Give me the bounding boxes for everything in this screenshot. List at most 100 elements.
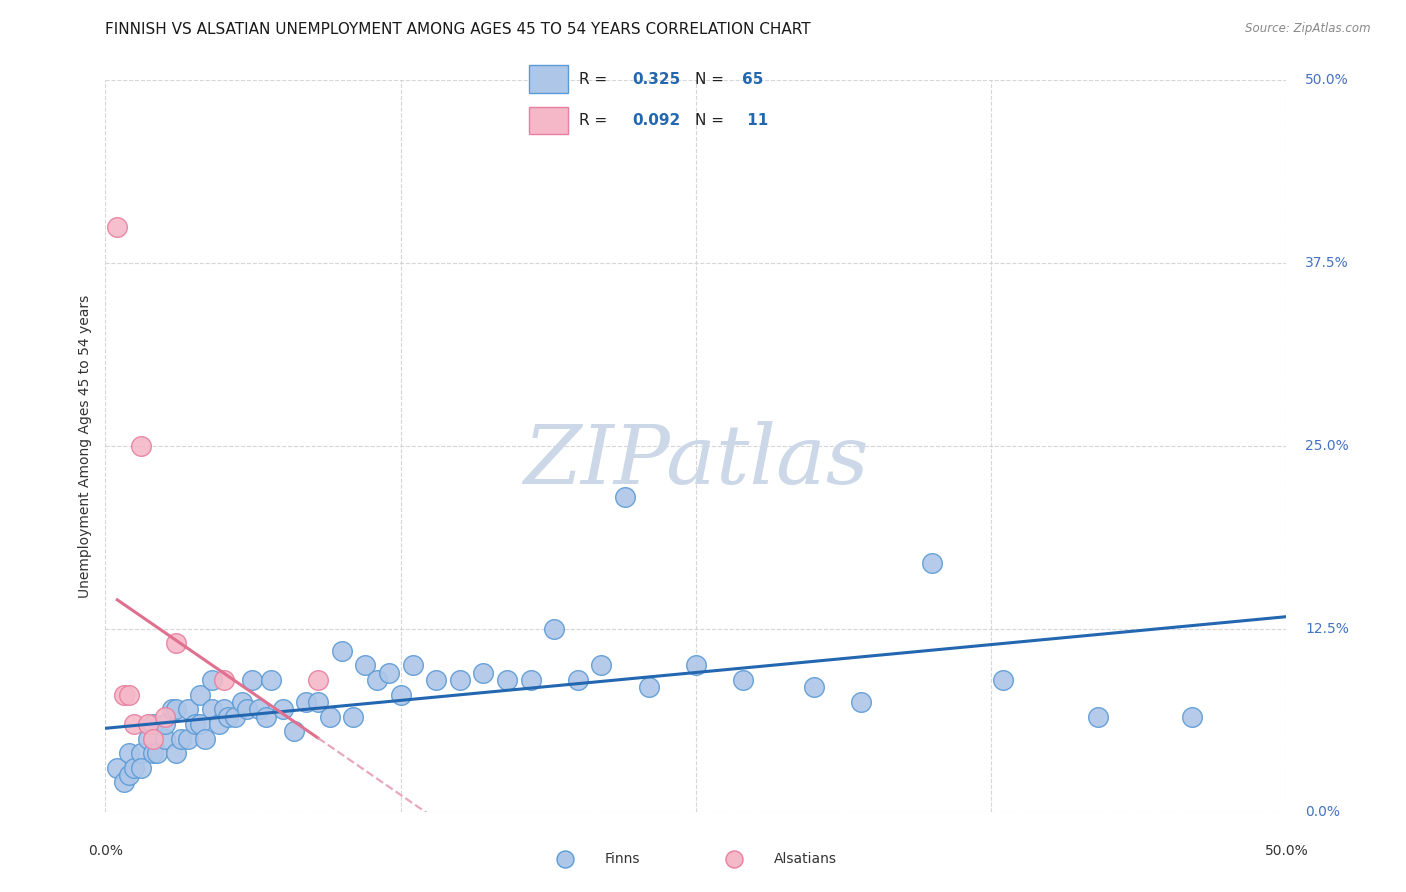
Point [118, 746, 141, 760]
Point [118, 768, 141, 782]
Point [803, 681, 825, 695]
Text: 12.5%: 12.5% [1305, 622, 1350, 636]
Point [142, 731, 165, 746]
Point [142, 717, 165, 731]
Point [165, 746, 187, 760]
Point [153, 731, 176, 746]
Point [425, 673, 447, 687]
Point [122, 761, 145, 775]
Point [142, 746, 165, 760]
Point [295, 695, 318, 709]
Text: ZIPatlas: ZIPatlas [523, 421, 869, 500]
Point [118, 688, 141, 702]
Point [271, 702, 294, 716]
Point [188, 717, 211, 731]
Point [136, 717, 159, 731]
Point [208, 717, 231, 731]
Point [1181, 709, 1204, 723]
Point [129, 439, 152, 453]
Point [201, 702, 224, 716]
Point [330, 644, 353, 658]
Point [554, 851, 576, 865]
Point [472, 665, 495, 680]
Point [543, 622, 565, 636]
Point [129, 761, 152, 775]
Point [851, 695, 873, 709]
Point [366, 673, 388, 687]
Point [112, 688, 135, 702]
Point [307, 673, 329, 687]
Text: 50.0%: 50.0% [1264, 844, 1309, 858]
Text: 0.092: 0.092 [633, 112, 681, 128]
Point [177, 731, 200, 746]
Point [105, 761, 128, 775]
Point [184, 717, 207, 731]
Text: Finns: Finns [605, 852, 640, 865]
Point [519, 673, 541, 687]
Point [224, 709, 246, 723]
Text: N =: N = [695, 112, 728, 128]
Point [165, 702, 187, 716]
Point [307, 695, 329, 709]
Text: 0.0%: 0.0% [1305, 805, 1340, 819]
Point [591, 658, 613, 673]
Bar [529, 65, 568, 93]
Point [231, 695, 253, 709]
Point [449, 673, 471, 687]
Point [247, 702, 270, 716]
Point [194, 731, 217, 746]
Text: N =: N = [695, 71, 728, 87]
Point [401, 658, 423, 673]
Point [153, 717, 176, 731]
Point [496, 673, 519, 687]
Text: Alsatians: Alsatians [773, 852, 837, 865]
Point [283, 724, 305, 739]
Point [212, 673, 235, 687]
Point [165, 636, 187, 650]
Point [254, 709, 277, 723]
Point [685, 658, 707, 673]
Text: FINNISH VS ALSATIAN UNEMPLOYMENT AMONG AGES 45 TO 54 YEARS CORRELATION CHART: FINNISH VS ALSATIAN UNEMPLOYMENT AMONG A… [105, 22, 811, 37]
Point [723, 851, 745, 865]
Point [122, 717, 145, 731]
Point [921, 556, 943, 570]
Point [354, 658, 377, 673]
Text: Source: ZipAtlas.com: Source: ZipAtlas.com [1246, 22, 1371, 36]
Point [177, 702, 200, 716]
Point [319, 709, 342, 723]
Text: R =: R = [579, 112, 613, 128]
Bar [529, 106, 568, 134]
Point [567, 673, 589, 687]
Point [991, 673, 1014, 687]
Point [378, 665, 401, 680]
Point [153, 709, 176, 723]
Point [260, 673, 283, 687]
Point [160, 702, 183, 716]
Text: 0.0%: 0.0% [89, 844, 122, 858]
Point [342, 709, 364, 723]
Point [129, 746, 152, 760]
Point [389, 688, 412, 702]
Point [217, 709, 239, 723]
Point [637, 681, 659, 695]
Point [236, 702, 259, 716]
Text: 65: 65 [742, 71, 763, 87]
Text: 50.0%: 50.0% [1305, 73, 1350, 87]
Point [112, 775, 135, 789]
Text: 25.0%: 25.0% [1305, 439, 1350, 453]
Text: R =: R = [579, 71, 613, 87]
Point [733, 673, 755, 687]
Text: 11: 11 [742, 112, 769, 128]
Point [240, 673, 263, 687]
Point [170, 731, 193, 746]
Point [1087, 709, 1109, 723]
Point [212, 702, 235, 716]
Point [188, 688, 211, 702]
Point [136, 731, 159, 746]
Text: 37.5%: 37.5% [1305, 256, 1350, 270]
Point [201, 673, 224, 687]
Y-axis label: Unemployment Among Ages 45 to 54 years: Unemployment Among Ages 45 to 54 years [79, 294, 93, 598]
Point [105, 219, 128, 234]
Point [146, 746, 169, 760]
Point [614, 490, 637, 504]
